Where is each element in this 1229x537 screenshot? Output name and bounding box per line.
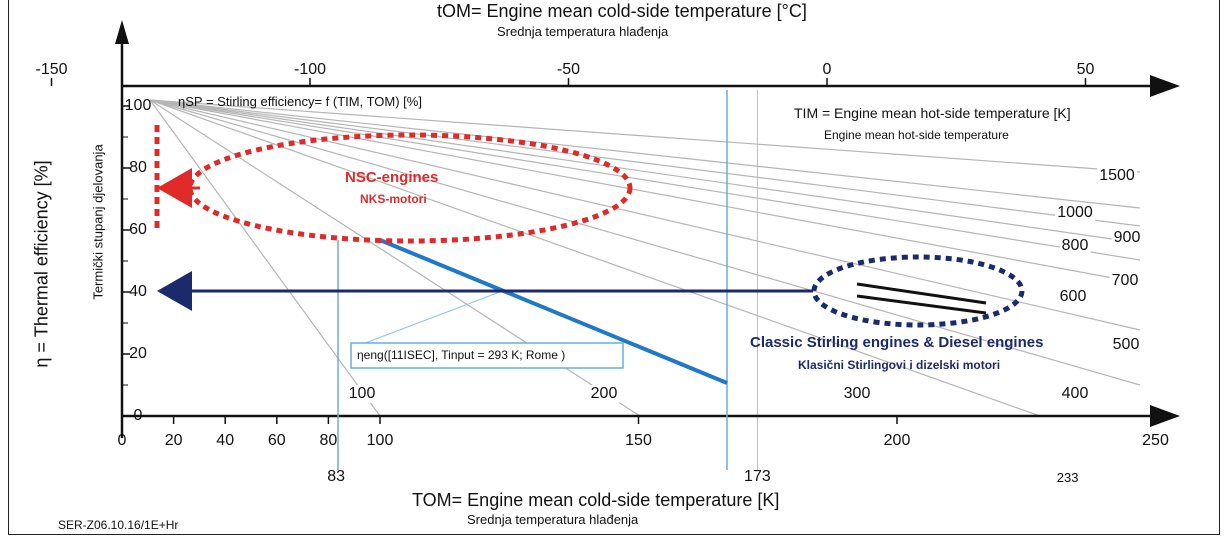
- curve-label: 300: [841, 385, 873, 403]
- efficiency-curve: [149, 99, 1141, 244]
- curve-label: 700: [1109, 272, 1141, 290]
- curve-label: 1500: [1097, 167, 1137, 185]
- bottom-tick-label: 80: [319, 432, 338, 449]
- efficiency-curve: [149, 99, 1141, 261]
- efficiency-curve: [149, 99, 1141, 227]
- bottom-tick-label: 250: [1142, 432, 1169, 449]
- engine-efficiency-text: ηeng([11ISEC], Tinput = 293 K; Rome ): [357, 348, 566, 362]
- left-axis-subtitle: Termički stupanj djelovanja: [90, 144, 106, 300]
- left-axis-title: η = Thermal efficiency [%]: [31, 160, 52, 368]
- stirling-efficiency-label: ηSP = Stirling efficiency= f (TIM, TOM) …: [178, 94, 422, 109]
- figure-code: SER-Z06.10.16/1E+Hr: [58, 518, 179, 532]
- curve-label: 400: [1059, 385, 1091, 403]
- classic-ellipse: [811, 254, 1025, 328]
- bottom-tick-label: 20: [164, 432, 183, 449]
- efficiency-curves: [149, 99, 1141, 417]
- curve-label: 1000: [1055, 204, 1095, 222]
- bottom-marker-label: 233: [1056, 470, 1079, 485]
- top-tick-label: -150: [35, 61, 68, 78]
- classic-engine-line-1: [856, 282, 987, 305]
- efficiency-curve: [149, 99, 1141, 386]
- top-tick-label: 0: [822, 61, 832, 78]
- efficiency-curve: [149, 99, 1141, 173]
- grid-lines: [756, 90, 758, 470]
- efficiency-curve: [149, 99, 1141, 284]
- efficiency-curve: [149, 99, 1041, 417]
- figure-frame: [8, 0, 1220, 535]
- left-tick-label: 40: [129, 283, 147, 300]
- nsc-title: NSC-engines: [345, 169, 439, 186]
- hot-side-title: TIM = Engine mean hot-side temperature […: [794, 105, 1071, 121]
- bottom-tick-label: 60: [267, 432, 286, 449]
- top-tick-label: 50: [1076, 61, 1095, 78]
- y-axis-arrow: [115, 20, 129, 44]
- bottom-tick-label: 100: [366, 432, 394, 449]
- left-tick-label: 80: [129, 159, 147, 176]
- bottom-axis-subtitle: Srednja temperatura hlađenja: [467, 512, 639, 527]
- classic-subtitle: Klasični Stirlingovi i dizelski motori: [798, 358, 1001, 372]
- nsc-ellipse: [187, 132, 633, 244]
- top-axis-title: tOM= Engine mean cold-side temperature […: [437, 1, 807, 21]
- curve-label: 600: [1057, 288, 1089, 306]
- curve-label: 800: [1059, 237, 1091, 255]
- classic-title: Classic Stirling engines & Diesel engine…: [750, 334, 1044, 351]
- nsc-subtitle: NKS-motori: [360, 192, 427, 206]
- top-axis-arrow: [1150, 75, 1180, 97]
- bottom-tick-label: 40: [216, 432, 235, 449]
- left-tick-label: 20: [129, 345, 147, 362]
- bottom-marker-label: 83: [327, 468, 346, 485]
- hot-side-subtitle: Engine mean hot-side temperature: [824, 128, 1009, 142]
- bottom-tick-label: 200: [883, 432, 911, 449]
- left-tick-label: 0: [133, 407, 143, 424]
- top-tick-label: -50: [556, 61, 581, 78]
- classic-engine-line-2: [856, 294, 987, 315]
- bottom-axis-arrow: [1150, 405, 1180, 427]
- top-axis-subtitle: Srednja temperatura hlađenja: [497, 24, 669, 39]
- efficiency-curve: [149, 99, 1141, 209]
- curve-label: 500: [1110, 336, 1142, 354]
- curve-label: 200: [588, 385, 620, 403]
- engine-efficiency-box: [350, 342, 624, 369]
- left-tick-label: 100: [124, 97, 152, 114]
- bottom-axis-title: TOM= Engine mean cold-side temperature […: [412, 490, 780, 510]
- nsc-arrow-head: [157, 168, 192, 208]
- engine-box-leader: [359, 289, 506, 346]
- bottom-tick-label: 150: [625, 432, 652, 449]
- left-tick-label: 60: [129, 221, 147, 238]
- curve-label: 100: [346, 385, 378, 403]
- efficiency-curve: [149, 99, 381, 417]
- axis-ticks: [50, 78, 1157, 424]
- classic-arrow-head: [157, 271, 192, 311]
- curve-label: 900: [1111, 229, 1143, 247]
- bottom-marker-label: 173: [744, 468, 771, 485]
- top-tick-label: -100: [293, 61, 327, 78]
- bottom-tick-label: 0: [117, 432, 127, 449]
- engine-efficiency-line: [379, 238, 728, 385]
